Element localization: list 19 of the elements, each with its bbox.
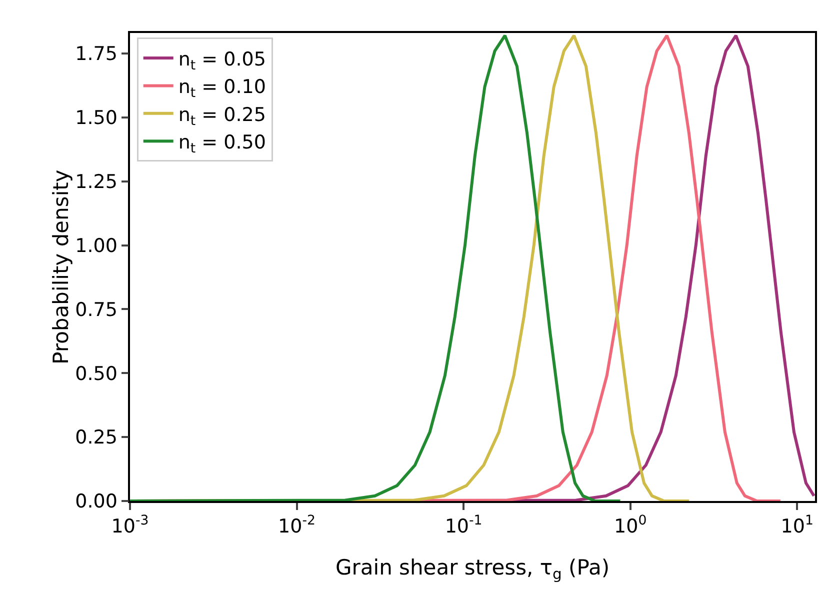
x-tick-label: 10$^{1}$ — [780, 514, 814, 538]
y-tick-label: 1.50 — [75, 107, 118, 130]
legend-label: n$_{t}$ = 0.10 — [178, 76, 266, 102]
y-tick-label: 1.25 — [75, 170, 118, 193]
y-tick-label: 1.00 — [75, 234, 118, 257]
x-tick-label: 10$^{-1}$ — [444, 514, 482, 538]
y-tick-label: 0.00 — [75, 490, 118, 513]
y-tick-label: 0.75 — [75, 298, 118, 321]
y-tick-label: 1.75 — [75, 43, 118, 66]
x-axis-title: Grain shear stress, τ$_{g}$ (Pa) — [335, 556, 610, 583]
y-tick-label: 0.25 — [75, 426, 118, 449]
x-tick-label: 10$^{-2}$ — [278, 514, 316, 538]
legend-label: n$_{t}$ = 0.25 — [178, 104, 266, 129]
legend-label: n$_{t}$ = 0.50 — [178, 132, 266, 157]
x-tick-label: 10$^{0}$ — [614, 514, 647, 538]
y-tick-label: 0.50 — [75, 362, 118, 385]
legend-label: n$_{t}$ = 0.05 — [178, 48, 266, 74]
y-axis-title: Probability density — [49, 170, 74, 364]
x-tick-label: 10$^{-3}$ — [111, 514, 149, 538]
